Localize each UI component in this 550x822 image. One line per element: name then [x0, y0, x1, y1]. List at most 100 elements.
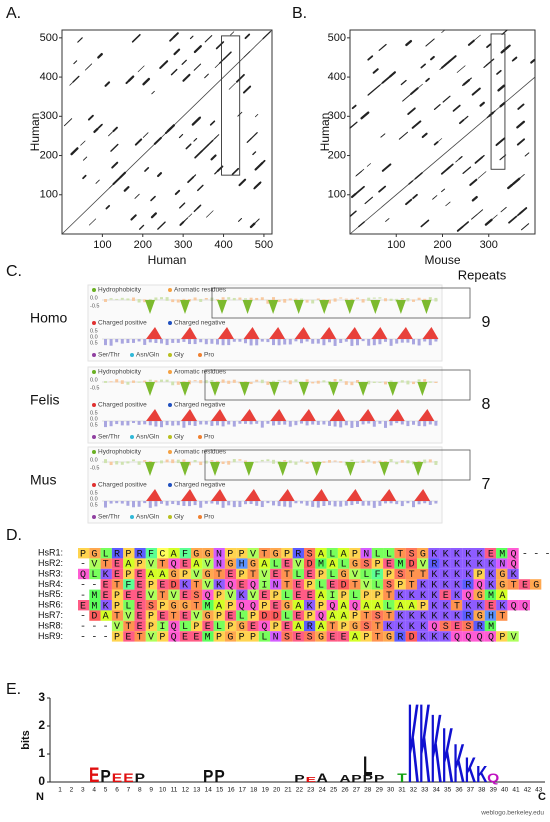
negative-bar [154, 339, 158, 343]
dot-segment [181, 59, 187, 65]
dot-segment [244, 33, 251, 40]
residue-cell [134, 610, 146, 621]
residue-cell [496, 579, 508, 590]
negative-bar [389, 339, 393, 346]
hydro-bar [188, 461, 191, 466]
negative-bar [311, 501, 315, 507]
hydro-bar [154, 461, 158, 463]
residue-cell [383, 620, 395, 632]
logo-letter: K [431, 694, 442, 803]
residue-cell [213, 558, 225, 569]
positive-peak [345, 327, 362, 339]
residue-cell [304, 579, 316, 590]
residue-cell [202, 631, 214, 642]
hydro-bar [378, 297, 382, 299]
dot-segment [82, 174, 87, 180]
hydro-bar [417, 379, 421, 382]
residue-cell [123, 568, 135, 580]
residue-cell [304, 589, 316, 600]
hydro-bar [266, 381, 270, 385]
row-name: HsR2: [38, 558, 63, 568]
positive-peak [312, 489, 329, 501]
residue-cell [304, 600, 316, 611]
residue-cell [405, 631, 417, 642]
hydrophobic-trough [145, 382, 155, 396]
negative-bar [367, 339, 371, 346]
dot-segment [230, 31, 235, 36]
repeat-count: 9 [482, 314, 491, 331]
residue-cell [484, 568, 497, 580]
residue-cell [191, 579, 203, 590]
negative-bar [406, 421, 410, 427]
negative-bar [143, 501, 147, 504]
negative-bar [115, 421, 119, 425]
dot-segment [137, 65, 145, 73]
residue-cell [281, 589, 293, 600]
position-label: 42 [524, 787, 532, 794]
dot-segment [254, 181, 261, 189]
negative-bar [288, 339, 292, 345]
residue-cell [111, 600, 124, 611]
hydro-bar [333, 298, 337, 302]
dot-segment [144, 166, 150, 172]
hydrophobic-trough [370, 300, 381, 314]
residue-cell [507, 579, 519, 590]
hydro-bar [193, 459, 197, 463]
negative-bar [176, 421, 180, 426]
residue-cell [439, 558, 451, 569]
residue-cell [428, 600, 440, 611]
positive-peak [181, 489, 197, 501]
negative-bar [417, 339, 421, 346]
dot-segment [215, 41, 225, 50]
hydro-bar [143, 460, 147, 462]
residue-cell [360, 558, 372, 569]
residue-cell [394, 589, 406, 600]
legend-dot [168, 450, 172, 454]
residue-cell [145, 620, 158, 632]
residue-cell [179, 568, 191, 580]
positive-peak [371, 327, 388, 339]
dot-segment [441, 188, 446, 193]
dot-segment [130, 214, 137, 221]
hydro-bar [165, 297, 169, 301]
negative-bar [238, 339, 242, 342]
residue-cell [405, 548, 417, 559]
residue-cell [111, 620, 124, 632]
residue-cell [383, 558, 395, 569]
hydro-bar [417, 297, 421, 301]
negative-bar [356, 421, 359, 428]
negative-bar [193, 501, 197, 506]
legend-dot [92, 321, 96, 325]
position-label: 20 [273, 787, 281, 794]
dot-segment [441, 29, 446, 34]
dot-segment [479, 101, 485, 107]
x-tick-label: 200 [134, 239, 152, 251]
hydro-bar [227, 297, 231, 300]
legend-label: Pro [204, 434, 215, 441]
residue-cell [462, 631, 474, 642]
residue-cell [349, 589, 361, 600]
negative-bar [249, 339, 253, 346]
negative-bar [395, 501, 399, 505]
dot-segment [151, 90, 155, 95]
dot-segment [378, 185, 387, 193]
dot-segment [210, 154, 217, 161]
residue-cell [507, 568, 519, 580]
residue-cell [337, 558, 350, 569]
negative-bar [389, 421, 393, 426]
residue-cell [326, 548, 338, 559]
dot-segment [524, 152, 530, 157]
positive-peak [269, 327, 286, 339]
negative-bar [182, 421, 186, 428]
residue-cell [383, 610, 395, 621]
scale-label: 0.5 [90, 340, 98, 346]
legend-label: Gly [174, 352, 185, 359]
residue-cell [247, 620, 259, 632]
negative-bar [120, 339, 124, 344]
scale-label: -0.5 [90, 385, 99, 391]
residue-cell [281, 620, 293, 632]
hydro-bar [266, 459, 270, 462]
residue-cell [371, 631, 384, 642]
residue-cell [78, 568, 90, 580]
legend-dot [92, 515, 96, 519]
